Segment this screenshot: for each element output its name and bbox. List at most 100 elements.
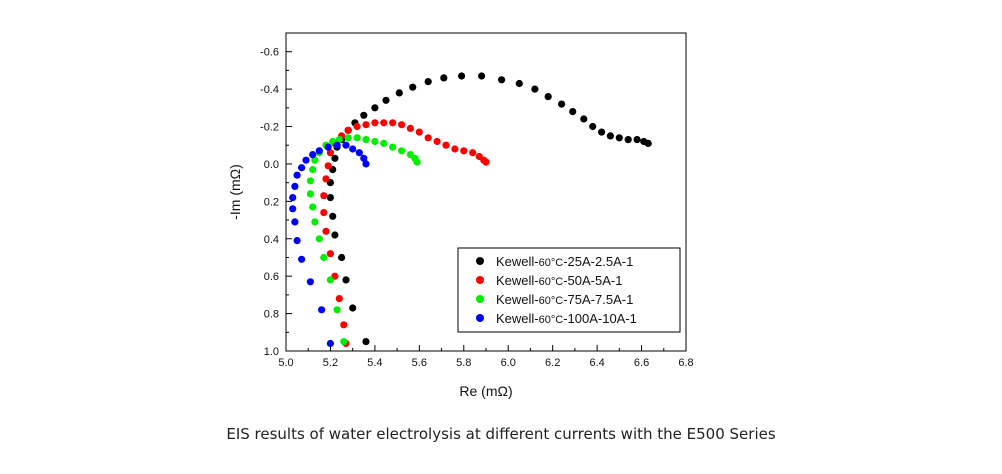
- data-point: [315, 147, 323, 155]
- data-point: [478, 72, 486, 80]
- y-tick-label: 0.8: [264, 309, 279, 321]
- data-point: [355, 149, 363, 157]
- data-point: [580, 115, 588, 123]
- data-point: [380, 139, 388, 147]
- data-point: [409, 83, 417, 91]
- data-point: [309, 203, 317, 211]
- x-tick-label: 5.6: [412, 357, 427, 369]
- data-point: [342, 276, 350, 284]
- data-point: [360, 154, 368, 162]
- data-point: [320, 192, 328, 200]
- data-point: [353, 122, 361, 131]
- y-axis-title: -Im (mΩ): [227, 164, 243, 220]
- data-point: [424, 78, 432, 86]
- data-point: [306, 190, 314, 198]
- data-point: [326, 194, 334, 202]
- data-point: [326, 276, 334, 284]
- legend-label: Kewell-60°C-25A-2.5A-1: [496, 254, 633, 269]
- data-point: [558, 100, 566, 108]
- data-point: [344, 134, 352, 142]
- data-point: [440, 74, 448, 82]
- data-point: [293, 171, 301, 179]
- legend-marker: [476, 314, 484, 322]
- data-point: [291, 218, 299, 226]
- x-tick-label: 5.2: [323, 357, 338, 369]
- data-point: [413, 158, 421, 166]
- legend-box: [457, 247, 681, 333]
- data-point: [289, 205, 297, 213]
- series-3: [306, 134, 421, 346]
- data-point: [335, 295, 343, 303]
- data-point: [406, 124, 414, 132]
- y-tick-label: 0.6: [264, 271, 279, 283]
- x-tick-label: 6.6: [634, 357, 649, 369]
- data-point: [329, 212, 337, 220]
- data-point: [371, 119, 379, 127]
- series-2: [320, 119, 490, 348]
- data-point: [306, 177, 314, 185]
- data-point: [326, 339, 334, 348]
- data-point: [333, 141, 341, 149]
- data-point: [615, 134, 623, 142]
- series-4: [289, 141, 370, 348]
- data-point: [589, 122, 597, 131]
- legend-marker: [476, 276, 484, 284]
- y-tick-label: -0.6: [260, 47, 279, 59]
- figure-caption: EIS results of water electrolysis at dif…: [226, 425, 776, 443]
- data-point: [309, 166, 317, 174]
- data-point: [320, 209, 328, 217]
- data-point: [340, 338, 348, 346]
- data-point: [315, 235, 323, 243]
- legend-label: Kewell-60°C-75A-7.5A-1: [496, 292, 633, 307]
- data-point: [335, 136, 343, 144]
- data-point: [320, 253, 328, 262]
- data-point: [371, 137, 379, 146]
- data-point: [298, 255, 306, 263]
- data-point: [331, 231, 339, 239]
- legend-label: Kewell-60°C-100A-10A-1: [496, 311, 637, 326]
- data-point: [342, 141, 350, 149]
- data-point: [362, 121, 370, 129]
- x-tick-label: 5.4: [367, 357, 382, 369]
- data-point: [458, 72, 466, 80]
- data-point: [424, 134, 432, 142]
- data-point: [309, 151, 317, 159]
- data-point: [442, 141, 450, 149]
- x-tick-label: 6.2: [545, 357, 560, 369]
- data-point: [311, 156, 319, 164]
- data-point: [544, 93, 552, 101]
- data-point: [349, 304, 357, 312]
- data-point: [624, 136, 632, 144]
- data-point: [398, 121, 406, 129]
- series-1: [326, 72, 652, 346]
- y-tick-label: 0.2: [264, 196, 279, 208]
- data-point: [482, 158, 490, 166]
- data-point: [460, 147, 468, 155]
- data-point: [333, 306, 341, 314]
- data-point: [606, 132, 615, 140]
- axis-ticks: 5.0 5.2 5.4 5.6 5.8 6.0 6.2 6.4 6.6 6.8 -0.6 -0.4 -0…: [260, 32, 694, 369]
- legend: Kewell-60°C-25A-2.5A-1 Kewell-60°C-50A-5A…: [457, 247, 681, 333]
- data-point: [469, 149, 477, 157]
- x-tick-label: 5.8: [456, 357, 471, 369]
- data-point: [289, 194, 297, 202]
- legend-marker: [476, 295, 484, 303]
- y-tick-label: -0.4: [260, 84, 279, 96]
- x-tick-label: 6.4: [589, 357, 604, 369]
- data-point: [293, 237, 301, 245]
- legend-marker: [476, 257, 484, 265]
- data-point: [569, 108, 577, 116]
- data-point: [433, 137, 441, 146]
- data-point: [598, 128, 606, 136]
- x-tick-label: 6.0: [501, 357, 516, 369]
- data-point: [389, 143, 397, 151]
- data-point: [338, 253, 346, 262]
- data-point: [362, 136, 370, 144]
- data-point: [298, 164, 306, 172]
- data-point: [324, 162, 332, 170]
- y-tick-label: 1.0: [264, 346, 279, 358]
- data-point: [291, 182, 299, 190]
- data-point: [362, 338, 370, 346]
- data-point: [349, 145, 357, 153]
